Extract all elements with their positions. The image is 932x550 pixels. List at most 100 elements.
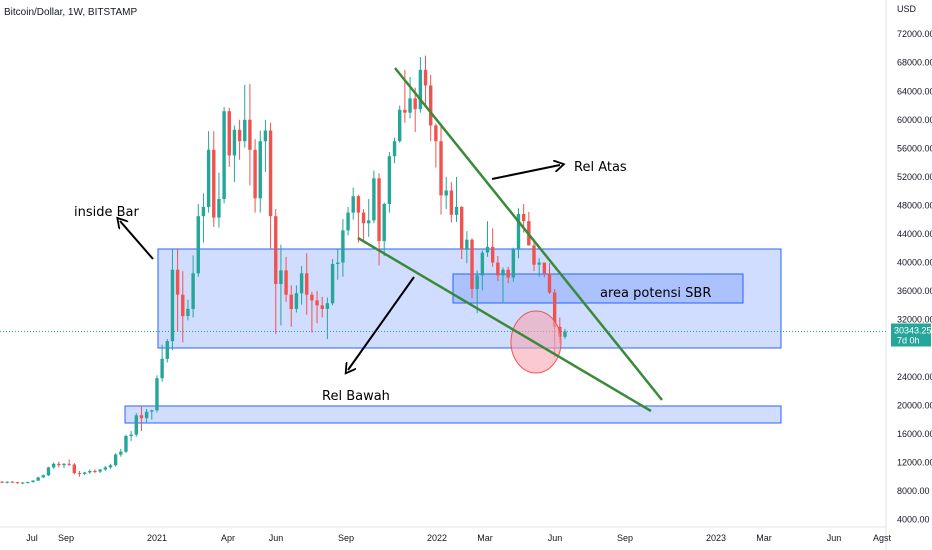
candle[interactable] [268,122,273,249]
candle[interactable] [485,221,490,257]
candle[interactable] [346,206,350,236]
candle[interactable] [165,338,169,363]
candle[interactable] [470,238,474,299]
candle[interactable] [243,84,247,148]
candle[interactable] [248,84,252,186]
candle[interactable] [367,199,371,237]
candle[interactable] [542,262,547,278]
candle[interactable] [310,291,314,333]
candle[interactable] [93,469,97,474]
candle[interactable] [232,125,237,182]
candle[interactable] [41,474,46,479]
candle[interactable] [341,219,345,277]
candle[interactable] [537,258,541,277]
candle[interactable] [196,204,200,277]
candle[interactable] [547,263,552,294]
candle[interactable] [175,248,180,332]
candle[interactable] [418,57,423,113]
rel-bawah-arrow[interactable] [348,276,415,370]
price-axis[interactable]: 4000.00 8000.00 12000.00 16000.00 20000.00 24… [897,29,932,524]
candle[interactable] [88,469,92,474]
candle[interactable] [434,123,438,168]
candle[interactable] [305,253,309,315]
candle[interactable] [227,107,231,167]
candle[interactable] [36,476,40,481]
candle[interactable] [46,466,51,476]
candle[interactable] [186,299,190,321]
candle[interactable] [155,375,159,413]
candle[interactable] [459,206,464,259]
candle[interactable] [113,453,118,467]
candle[interactable] [454,176,459,222]
candle[interactable] [103,466,107,471]
candle[interactable] [72,463,77,475]
candle[interactable] [62,463,66,469]
lower-support-zone[interactable] [124,405,782,424]
candle[interactable] [57,461,61,468]
candle[interactable] [263,119,268,172]
candle[interactable] [279,244,283,326]
candle[interactable] [372,170,376,224]
candle[interactable] [336,248,340,280]
candle[interactable] [382,202,386,257]
candle[interactable] [320,296,324,318]
candle[interactable] [444,176,448,209]
candle[interactable] [516,208,521,259]
candle[interactable] [212,131,216,227]
candle[interactable] [408,77,412,119]
candle[interactable] [356,194,361,243]
candle[interactable] [480,250,485,291]
candle[interactable] [181,271,185,343]
rel-atas-arrow[interactable] [491,165,560,180]
candle[interactable] [351,187,355,220]
candle[interactable] [387,151,392,213]
candle[interactable] [82,471,87,476]
candle[interactable] [119,448,123,457]
lower-trendline[interactable] [357,236,652,413]
candle[interactable] [108,463,113,469]
candle[interactable] [299,266,304,305]
candle[interactable] [201,193,206,243]
candle[interactable] [10,481,15,483]
candle[interactable] [31,480,35,483]
candle[interactable] [144,408,149,423]
candle[interactable] [289,285,293,327]
candle[interactable] [15,481,20,484]
candle[interactable] [134,413,138,437]
candle[interactable] [398,105,402,143]
candle[interactable] [449,181,454,223]
candle[interactable] [5,481,9,484]
candle[interactable] [0,481,4,484]
candle[interactable] [139,406,144,431]
candle[interactable] [191,255,195,318]
upper-trendline[interactable] [394,67,663,401]
sbr-zone[interactable] [452,273,744,304]
candle[interactable] [67,459,71,467]
candle[interactable] [532,241,536,272]
candle[interactable] [501,267,505,304]
candle[interactable] [294,285,299,313]
candle[interactable] [475,270,479,314]
candle[interactable] [20,482,25,485]
candle[interactable] [222,107,226,204]
candle[interactable] [511,247,516,282]
time-axis[interactable]: Jul Sep 2021 Apr Jun Sep 2022 Mar Jun Sep 2023 Mar J… [26,533,891,543]
candle[interactable] [465,231,469,264]
candle[interactable] [361,209,366,243]
candle[interactable] [392,137,397,164]
candle[interactable] [258,130,262,213]
candle[interactable] [206,131,211,213]
candle[interactable] [160,344,164,382]
candle[interactable] [429,74,433,142]
candle[interactable] [26,481,30,484]
candle[interactable] [423,55,428,108]
candle[interactable] [439,125,443,215]
candle[interactable] [506,266,510,284]
candle[interactable] [315,291,319,324]
candle[interactable] [150,409,154,420]
candle[interactable] [237,119,242,160]
candle[interactable] [325,297,330,339]
candle[interactable] [129,431,133,441]
candle[interactable] [77,471,82,477]
